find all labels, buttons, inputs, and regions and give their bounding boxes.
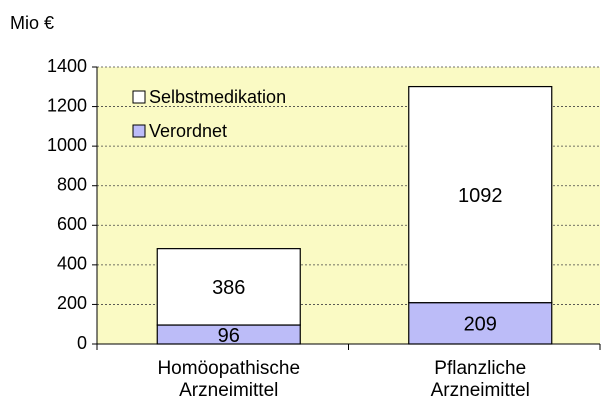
y-tick-label: 0 <box>77 333 87 353</box>
bar-segment <box>408 85 553 304</box>
y-tick-label: 1000 <box>47 135 87 155</box>
data-label: 1092 <box>458 185 503 207</box>
y-tick-label: 600 <box>57 214 87 234</box>
legend-label: Selbstmedikation <box>149 87 286 107</box>
y-tick-label: 200 <box>57 293 87 313</box>
data-label: 386 <box>212 277 245 299</box>
data-label: 96 <box>218 325 240 347</box>
data-label: 209 <box>464 314 497 336</box>
y-tick-label: 800 <box>57 174 87 194</box>
legend-label: Verordnet <box>149 121 227 141</box>
legend-swatch <box>132 90 146 104</box>
x-tick-label: Homöopathische Arzneimittel <box>157 358 301 401</box>
bar-segment <box>156 248 301 326</box>
x-tick-label: Pflanzliche Arzneimittel <box>430 358 530 401</box>
y-axis-label: Mio € <box>10 13 54 33</box>
legend-swatch <box>132 124 146 138</box>
y-tick-label: 1400 <box>47 56 87 76</box>
bar-segment <box>408 302 553 345</box>
y-tick-label: 400 <box>57 254 87 274</box>
y-tick-label: 1200 <box>47 95 87 115</box>
